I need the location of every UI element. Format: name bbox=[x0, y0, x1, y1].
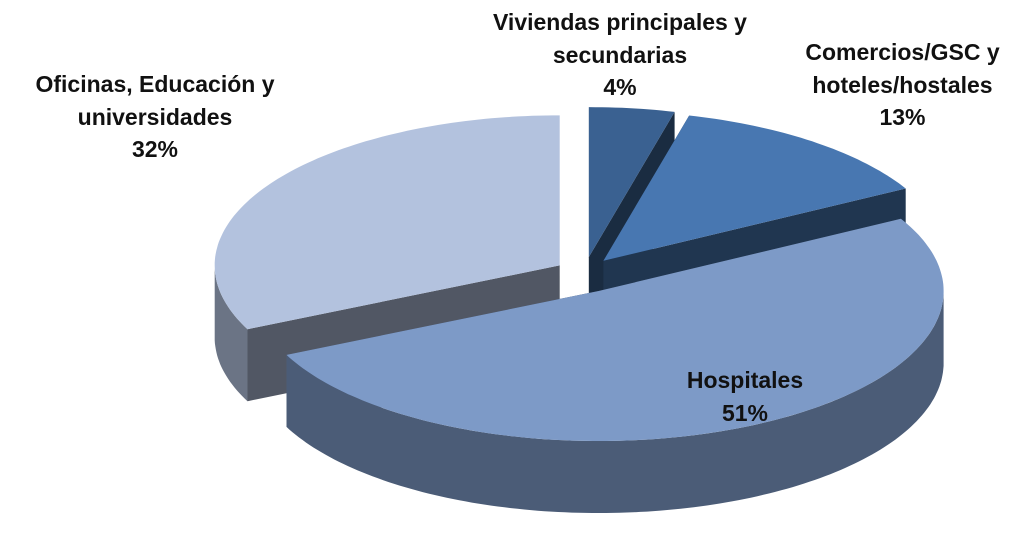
slice-label: Viviendas principales y secundarias 4% bbox=[470, 6, 770, 104]
category-label: Oficinas, Educación y universidades bbox=[35, 71, 275, 130]
value-label: 4% bbox=[603, 74, 637, 101]
slice bbox=[286, 218, 944, 441]
slice bbox=[214, 115, 560, 330]
category-label: Viviendas principales y secundarias bbox=[493, 9, 747, 68]
slice-label: Comercios/GSC y hoteles/hostales 13% bbox=[780, 36, 1023, 134]
slice bbox=[603, 115, 906, 261]
category-label: Comercios/GSC y hoteles/hostales bbox=[805, 39, 1000, 98]
slice-side bbox=[286, 291, 944, 513]
value-label: 32% bbox=[131, 136, 179, 163]
value-label: 13% bbox=[879, 104, 926, 131]
slice-side bbox=[214, 265, 248, 402]
slice-label: Hospitales 51% bbox=[645, 364, 845, 429]
value-label: 51% bbox=[721, 399, 769, 426]
category-label: Hospitales bbox=[686, 367, 804, 393]
slice bbox=[588, 107, 675, 258]
slice-label: Oficinas, Educación y universidades 32% bbox=[0, 68, 310, 166]
